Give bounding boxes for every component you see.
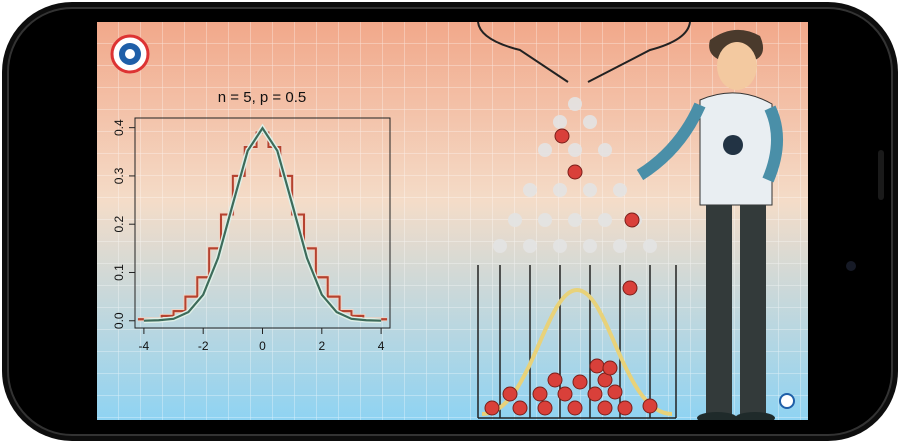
y-tick-label: 0.2: [112, 216, 126, 233]
screen: [97, 22, 808, 420]
chart-title: n = 5, p = 0.5: [218, 89, 306, 106]
watermark: [779, 393, 795, 409]
side-button: [878, 150, 884, 200]
x-tick-label: 4: [378, 339, 385, 353]
background-grid: [97, 22, 808, 420]
x-tick-label: 2: [318, 339, 325, 353]
normal-curve: [143, 126, 382, 322]
x-tick-label: -4: [139, 339, 150, 353]
y-tick-label: 0.0: [112, 312, 126, 329]
x-tick-label: 0: [259, 339, 266, 353]
galton-board: [477, 22, 691, 419]
y-tick-label: 0.4: [112, 119, 126, 136]
logo: [110, 34, 150, 74]
presenter: [636, 29, 784, 420]
camera: [846, 261, 856, 271]
x-tick-label: -2: [198, 339, 209, 353]
chart: -4 -2 0 2 4 0.0 0.1 0.2 0.3 0.4: [112, 119, 388, 353]
y-tick-label: 0.1: [112, 264, 126, 281]
y-tick-label: 0.3: [112, 167, 126, 184]
